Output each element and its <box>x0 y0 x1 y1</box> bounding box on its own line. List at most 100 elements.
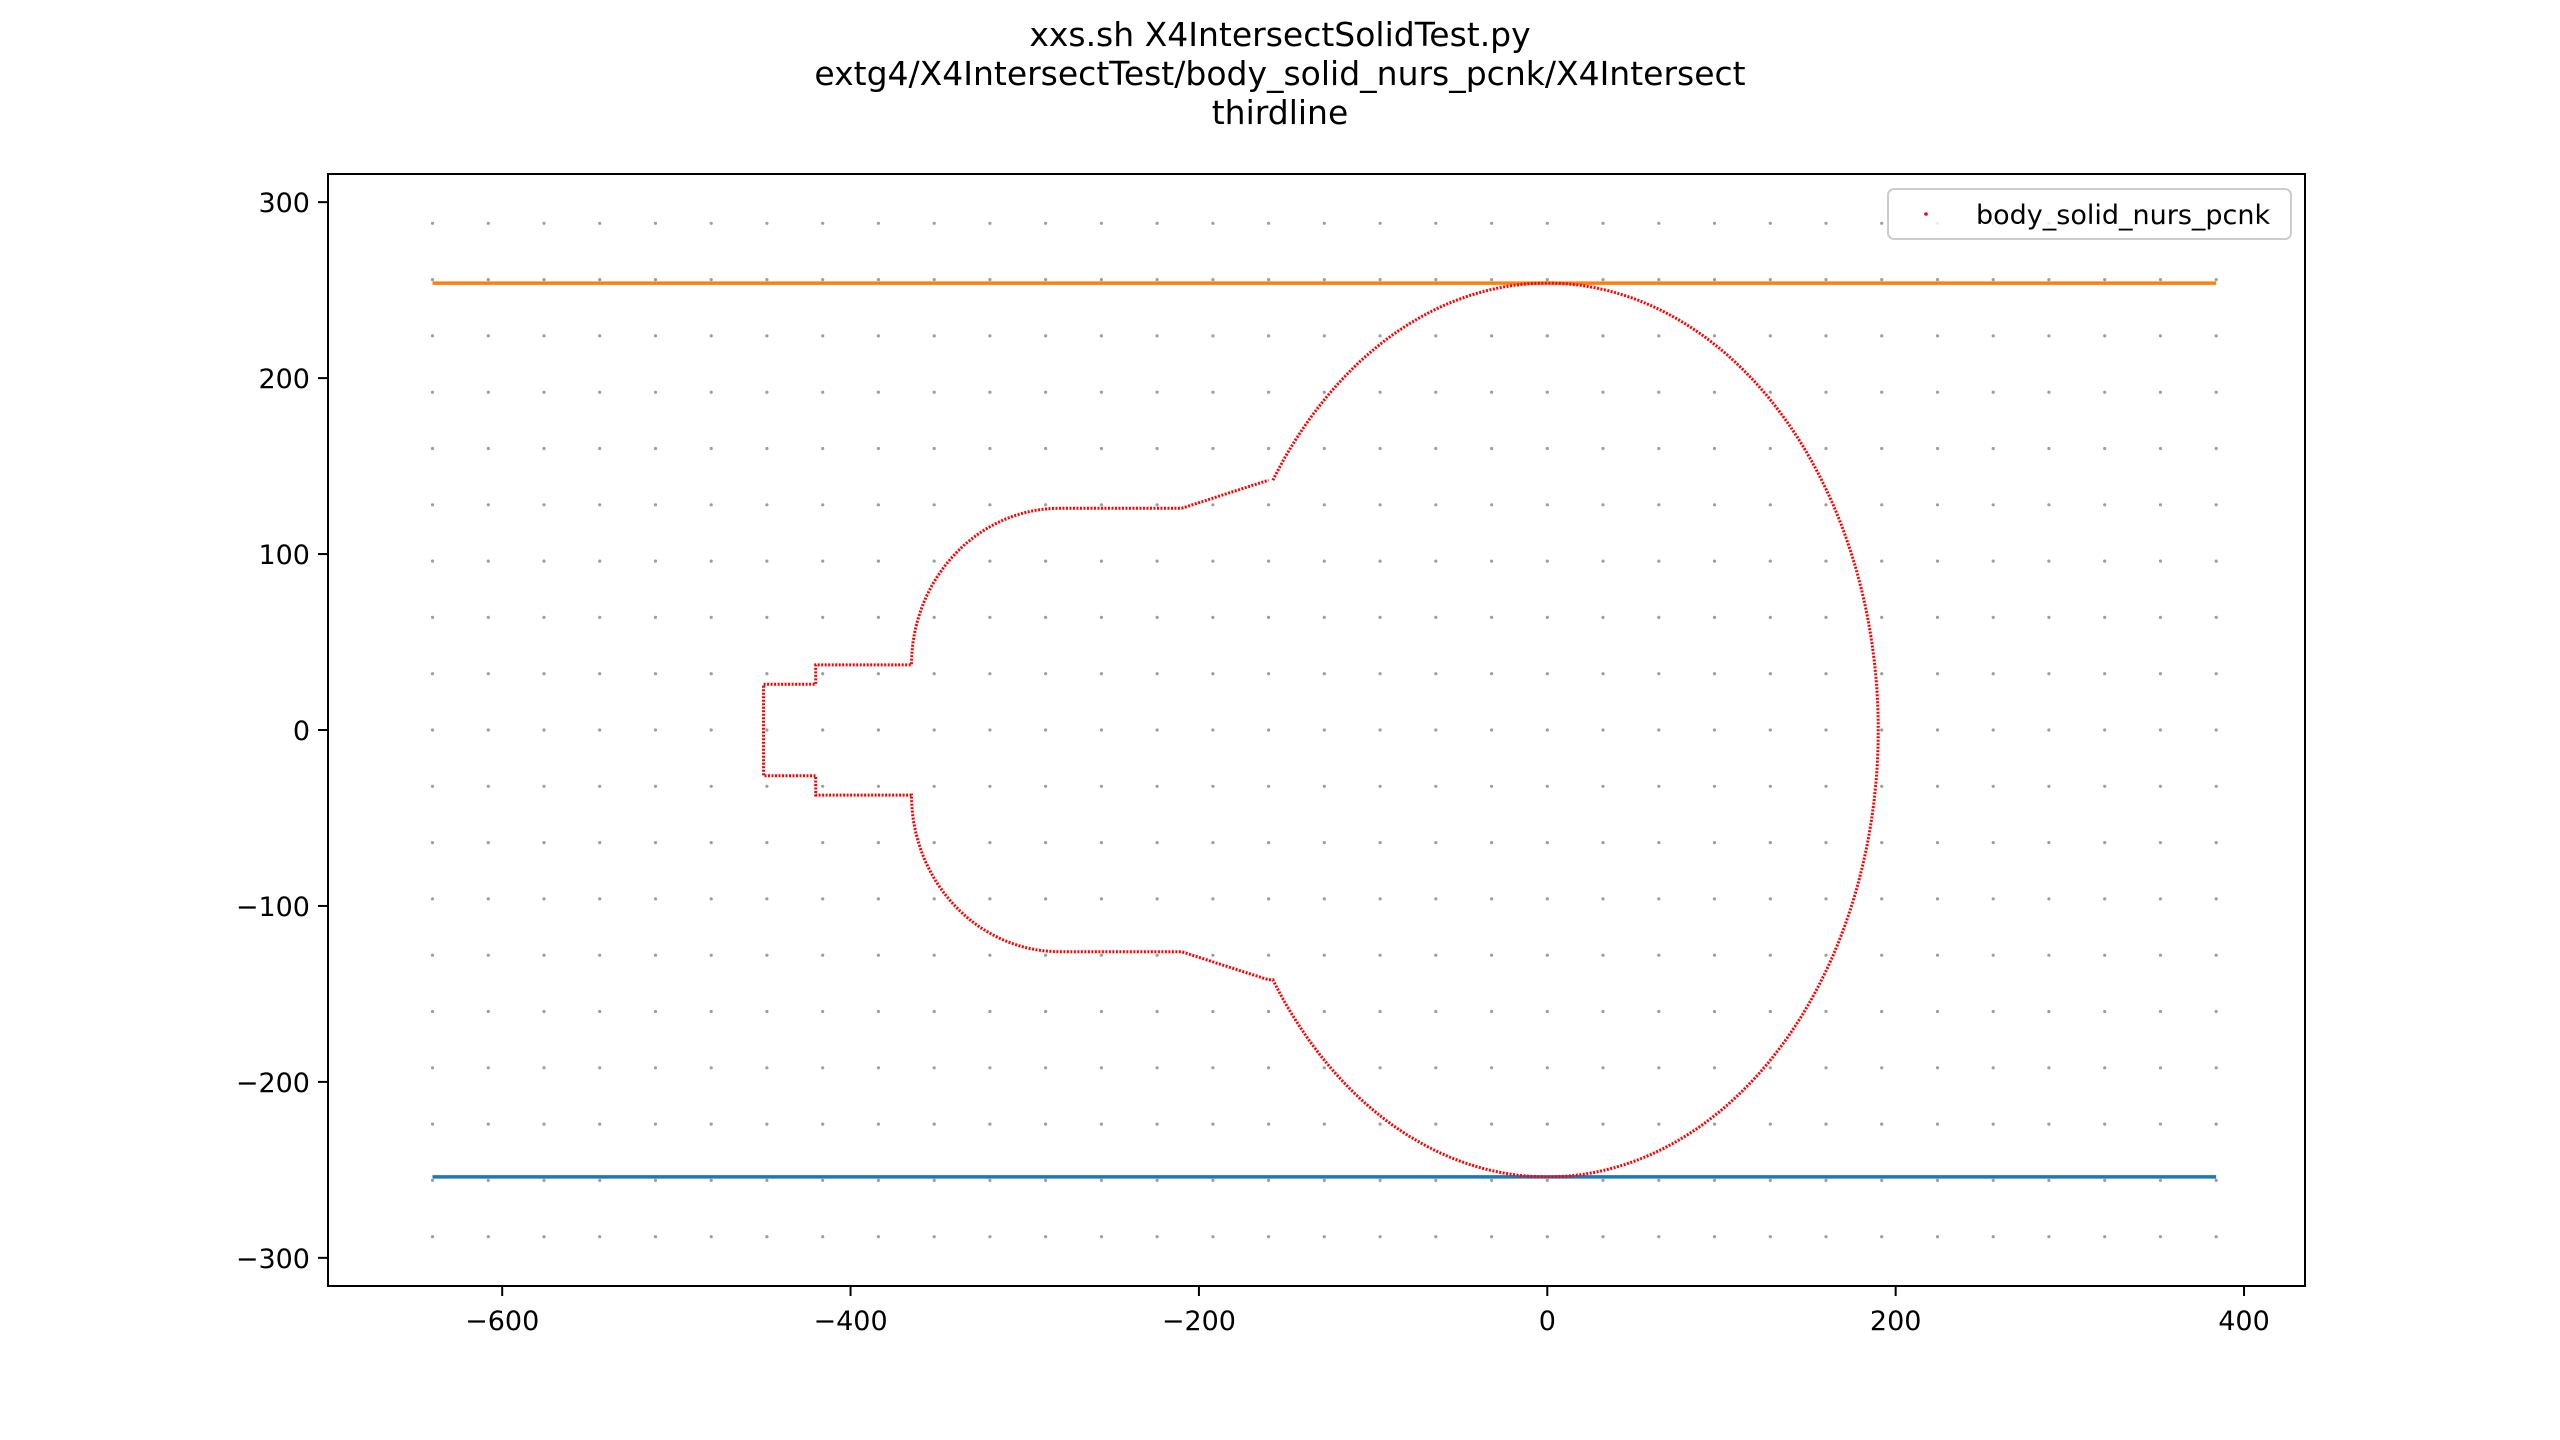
grid-point <box>1267 784 1271 788</box>
grid-point <box>1712 953 1717 957</box>
grid-point <box>1490 1009 1494 1014</box>
y-tick-label: 200 <box>258 364 310 395</box>
grid-point <box>1211 953 1215 957</box>
grid-point <box>821 221 825 225</box>
grid-point <box>1044 390 1048 394</box>
grid-point <box>1712 672 1717 676</box>
grid-point <box>653 953 658 957</box>
grid-point <box>1545 446 1549 451</box>
grid-point <box>932 446 936 451</box>
grid-point <box>709 953 713 957</box>
grid-point <box>1322 334 1326 338</box>
grid-point <box>765 897 769 901</box>
grid-point <box>1657 953 1661 957</box>
plot-area-frame <box>327 173 2306 1287</box>
grid-point <box>2047 278 2051 282</box>
grid-point <box>653 390 658 394</box>
grid-point <box>1099 1122 1103 1126</box>
grid-point <box>876 1178 881 1182</box>
grid-point <box>2103 841 2107 845</box>
grid-point <box>709 446 713 451</box>
grid-point <box>765 1235 769 1239</box>
grid-point <box>821 1122 825 1126</box>
grid-point <box>1378 841 1382 845</box>
grid-point <box>1824 278 1828 282</box>
grid-point <box>1545 784 1549 788</box>
grid-point <box>1991 1178 1995 1182</box>
grid-point <box>1211 1066 1215 1070</box>
grid-point <box>1155 953 1159 957</box>
grid-point <box>1322 559 1326 563</box>
grid-point <box>1490 1122 1494 1126</box>
grid-point <box>2103 1009 2107 1014</box>
grid-point <box>430 897 435 901</box>
grid-point <box>486 1178 490 1182</box>
grid-point <box>2047 784 2051 788</box>
grid-point <box>430 503 435 507</box>
grid-point <box>598 278 602 282</box>
grid-point <box>709 1122 713 1126</box>
grid-point <box>709 559 713 563</box>
grid-point <box>765 446 769 451</box>
grid-point <box>1490 559 1494 563</box>
grid-point <box>1768 841 1772 845</box>
grid-point <box>1768 278 1772 282</box>
grid-point <box>1935 446 1940 451</box>
grid-point <box>1099 278 1103 282</box>
grid-point <box>1880 784 1884 788</box>
grid-point <box>2158 784 2162 788</box>
grid-point <box>1378 672 1382 676</box>
legend-label-body_solid_nurs_pcnk: body_solid_nurs_pcnk <box>1976 200 2270 231</box>
grid-point <box>1935 615 1940 620</box>
grid-point <box>2158 615 2162 620</box>
grid-point <box>1267 672 1271 676</box>
grid-point <box>1935 784 1940 788</box>
grid-point <box>1824 1235 1828 1239</box>
grid-point <box>542 390 546 394</box>
grid-point <box>1768 1178 1772 1182</box>
grid-point <box>821 841 825 845</box>
x-tick-label: 400 <box>2218 1306 2270 1337</box>
grid-point <box>1155 615 1159 620</box>
grid-point <box>653 897 658 901</box>
grid-point <box>876 278 881 282</box>
grid-point <box>1935 1235 1940 1239</box>
grid-point <box>932 278 936 282</box>
grid-point <box>1044 559 1048 563</box>
grid-point <box>1712 278 1717 282</box>
grid-point <box>1824 1066 1828 1070</box>
grid-point <box>1211 390 1215 394</box>
grid-point <box>932 221 936 225</box>
grid-point <box>1099 1009 1103 1014</box>
grid-point <box>932 334 936 338</box>
grid-point <box>2103 784 2107 788</box>
grid-point <box>1880 953 1884 957</box>
grid-point <box>1211 334 1215 338</box>
grid-point <box>1768 784 1772 788</box>
grid-point <box>1211 897 1215 901</box>
grid-point <box>1824 390 1828 394</box>
grid-point <box>1935 1009 1940 1014</box>
grid-point <box>2214 1009 2218 1014</box>
grid-point <box>1601 1009 1605 1014</box>
grid-point <box>486 1235 490 1239</box>
grid-point <box>1712 221 1717 225</box>
grid-point <box>1657 1178 1661 1182</box>
grid-point <box>1768 221 1772 225</box>
grid-point <box>1601 1178 1605 1182</box>
grid-point <box>1657 784 1661 788</box>
grid-point <box>1044 1122 1048 1126</box>
grid-point <box>1880 221 1884 225</box>
grid-point <box>1434 1066 1438 1070</box>
grid-point <box>2103 503 2107 507</box>
grid-point <box>821 897 825 901</box>
grid-point <box>1824 672 1828 676</box>
grid-point <box>2103 390 2107 394</box>
grid-point <box>1935 953 1940 957</box>
grid-point <box>1601 559 1605 563</box>
grid-point <box>1824 503 1828 507</box>
grid-point <box>765 221 769 225</box>
grid-point <box>653 446 658 451</box>
grid-point <box>1434 953 1438 957</box>
grid-point <box>1322 672 1326 676</box>
